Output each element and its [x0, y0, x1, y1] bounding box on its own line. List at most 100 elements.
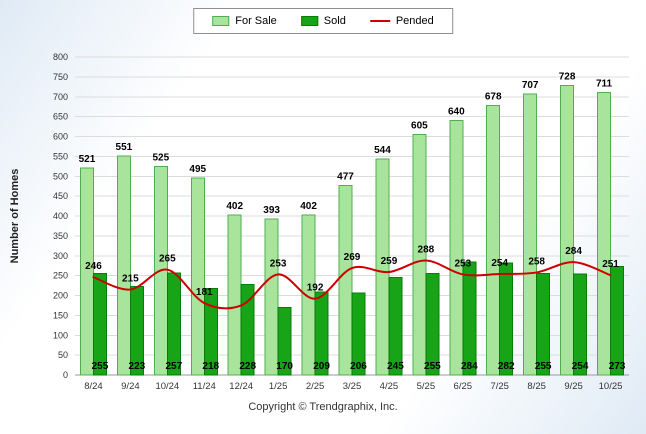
sold-value-label: 255	[535, 361, 552, 372]
for-sale-bar	[523, 93, 538, 376]
pended-value-label: 288	[418, 245, 435, 256]
sold-bar	[388, 277, 403, 376]
for-sale-value-label: 402	[300, 201, 317, 212]
x-tick-label: 6/25	[454, 381, 473, 392]
for-sale-value-label: 525	[152, 152, 169, 163]
axes: 0 50 100 150 200 250 300 350 400 450 500 550 600 650 7…	[9, 52, 622, 392]
sold-swatch-icon	[300, 16, 318, 26]
for-sale-value-label: 402	[226, 201, 243, 212]
for-sale-value-label: 544	[374, 145, 391, 156]
for-sale-value-label: 521	[79, 154, 96, 165]
sold-value-label: 218	[202, 361, 219, 372]
for-sale-bar	[79, 167, 94, 376]
sold-bar	[92, 273, 107, 376]
for-sale-value-label: 605	[411, 121, 428, 132]
sold-value-label: 255	[424, 361, 441, 372]
y-tick-label: 400	[53, 211, 68, 221]
legend-label-for-sale: For Sale	[235, 15, 277, 27]
y-tick-label: 300	[53, 251, 68, 261]
y-tick-label: 800	[53, 52, 68, 62]
for-sale-bar	[412, 134, 427, 376]
for-sale-swatch-icon	[212, 16, 230, 26]
sold-value-label: 245	[387, 361, 404, 372]
for-sale-value-label: 640	[448, 107, 465, 118]
sold-bar	[351, 292, 366, 376]
sold-value-label: 273	[609, 361, 626, 372]
sold-bar	[240, 283, 255, 376]
pended-value-label: 259	[381, 256, 398, 267]
y-tick-label: 600	[53, 132, 68, 142]
sold-bar	[166, 272, 181, 376]
for-sale-value-label: 495	[189, 164, 206, 175]
y-tick-label: 350	[53, 231, 68, 241]
pended-value-label: 254	[491, 258, 508, 269]
y-tick-label: 550	[53, 151, 68, 161]
sold-value-label: 254	[572, 361, 589, 372]
copyright-text: Copyright © Trendgraphix, Inc.	[248, 401, 398, 413]
pended-value-label: 251	[602, 259, 619, 270]
pended-value-label: 246	[85, 261, 102, 272]
pended-value-label: 258	[528, 256, 545, 267]
for-sale-bar	[375, 158, 390, 376]
sold-bar	[462, 261, 477, 376]
pended-value-label: 253	[270, 258, 287, 269]
for-sale-bar	[190, 177, 205, 376]
for-sale-bar	[301, 214, 316, 376]
for-sale-bar	[116, 155, 131, 376]
sold-bar	[499, 262, 514, 376]
y-tick-label: 450	[53, 191, 68, 201]
bars	[79, 85, 625, 376]
sold-value-label: 257	[165, 361, 182, 372]
legend-label-pended: Pended	[395, 15, 434, 27]
legend-item-pended: Pended	[369, 15, 434, 27]
sold-value-label: 209	[313, 361, 330, 372]
x-tick-label: 8/25	[527, 381, 546, 392]
for-sale-bar	[338, 184, 353, 376]
sold-value-label: 228	[239, 361, 256, 372]
pended-value-label: 253	[454, 258, 471, 269]
y-axis-title: Number of Homes	[9, 169, 21, 264]
sold-bar	[277, 306, 292, 376]
sold-bar	[610, 265, 625, 376]
for-sale-value-label: 707	[522, 80, 539, 91]
x-tick-label: 10/24	[155, 381, 179, 392]
pended-value-label: 269	[344, 252, 361, 263]
for-sale-value-label: 551	[116, 142, 133, 153]
for-sale-value-label: 728	[559, 72, 576, 83]
x-tick-label: 7/25	[490, 381, 509, 392]
sold-bar	[425, 273, 440, 376]
x-tick-label: 8/24	[84, 381, 103, 392]
sold-value-label: 284	[461, 361, 478, 372]
pended-value-label: 284	[565, 246, 582, 257]
for-sale-bar	[264, 218, 279, 376]
y-tick-label: 150	[53, 310, 68, 320]
for-sale-bar	[486, 104, 501, 376]
for-sale-value-label: 711	[596, 78, 613, 89]
y-tick-label: 750	[53, 72, 68, 82]
legend-label-sold: Sold	[323, 15, 346, 27]
sold-bar	[573, 273, 588, 376]
for-sale-value-label: 393	[263, 205, 280, 216]
chart-legend: For Sale Sold Pended	[193, 8, 453, 34]
x-tick-label: 11/24	[193, 381, 216, 392]
pended-value-label: 192	[307, 283, 324, 294]
x-tick-label: 9/25	[564, 381, 583, 392]
legend-item-sold: Sold	[300, 15, 346, 27]
for-sale-bar	[449, 120, 464, 376]
for-sale-bar	[597, 91, 612, 376]
sold-value-label: 255	[92, 361, 109, 372]
y-tick-label: 500	[53, 171, 68, 181]
sold-value-label: 206	[350, 361, 367, 372]
pended-value-label: 181	[196, 287, 213, 298]
for-sale-value-label: 678	[485, 91, 502, 102]
y-tick-label: 200	[53, 291, 68, 301]
y-tick-label: 650	[53, 112, 68, 122]
x-tick-label: 4/25	[380, 381, 399, 392]
for-sale-bar	[227, 214, 242, 376]
pended-value-label: 265	[159, 254, 176, 265]
y-tick-label: 700	[53, 92, 68, 102]
x-tick-label: 2/25	[306, 381, 325, 392]
sold-value-label: 223	[129, 361, 146, 372]
pended-curve	[92, 259, 612, 310]
